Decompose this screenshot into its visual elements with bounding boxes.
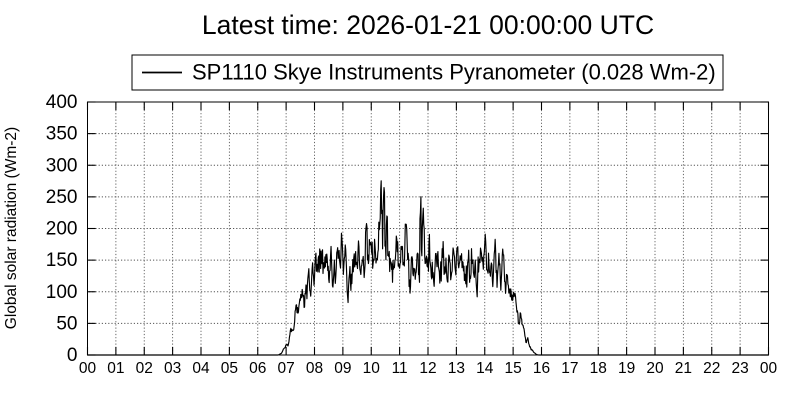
svg-text:18: 18 <box>590 360 607 377</box>
svg-text:SP1110 Skye Instruments Pyrano: SP1110 Skye Instruments Pyranometer (0.0… <box>192 60 716 85</box>
svg-text:14: 14 <box>476 360 494 377</box>
svg-text:04: 04 <box>192 360 210 377</box>
svg-text:16: 16 <box>533 360 550 377</box>
svg-text:50: 50 <box>56 313 77 334</box>
svg-text:22: 22 <box>703 360 720 377</box>
svg-text:21: 21 <box>675 360 692 377</box>
svg-text:00: 00 <box>79 360 97 377</box>
svg-text:13: 13 <box>448 360 465 377</box>
svg-text:09: 09 <box>334 360 351 377</box>
svg-text:05: 05 <box>221 360 238 377</box>
svg-text:06: 06 <box>249 360 266 377</box>
svg-text:23: 23 <box>731 360 748 377</box>
svg-text:12: 12 <box>419 360 436 377</box>
svg-text:400: 400 <box>46 92 78 113</box>
svg-text:15: 15 <box>504 360 521 377</box>
svg-text:11: 11 <box>392 360 408 377</box>
svg-text:150: 150 <box>46 250 78 271</box>
svg-text:02: 02 <box>136 360 153 377</box>
svg-text:100: 100 <box>46 282 78 303</box>
svg-text:350: 350 <box>46 124 78 145</box>
svg-text:07: 07 <box>277 360 294 377</box>
svg-text:19: 19 <box>618 360 635 377</box>
svg-text:01: 01 <box>107 360 124 377</box>
svg-text:300: 300 <box>46 155 78 176</box>
svg-text:03: 03 <box>164 360 181 377</box>
svg-text:00: 00 <box>760 360 778 377</box>
svg-text:10: 10 <box>363 360 381 377</box>
svg-text:200: 200 <box>46 219 78 240</box>
svg-text:0: 0 <box>67 345 78 366</box>
svg-text:17: 17 <box>561 360 578 377</box>
svg-text:08: 08 <box>306 360 323 377</box>
svg-text:Global solar radiation (Wm-2): Global solar radiation (Wm-2) <box>3 127 20 329</box>
svg-text:20: 20 <box>646 360 664 377</box>
svg-text:250: 250 <box>46 187 78 208</box>
svg-text:Latest time: 2026-01-21 00:00:: Latest time: 2026-01-21 00:00:00 UTC <box>202 10 654 40</box>
